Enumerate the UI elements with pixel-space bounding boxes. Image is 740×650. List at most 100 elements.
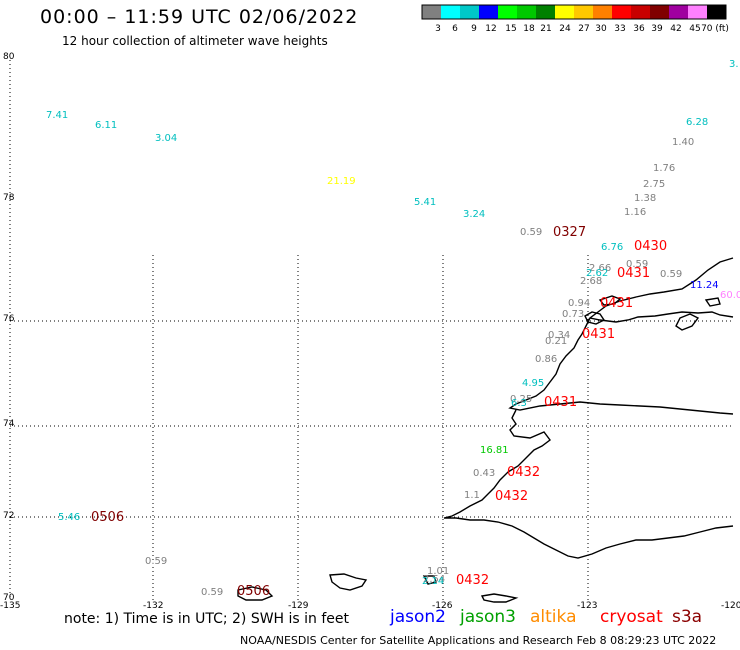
wave-obs-label: 0.21 bbox=[545, 336, 567, 347]
wave-obs-label: 0431 bbox=[600, 296, 633, 311]
wave-obs-label: 1.38 bbox=[634, 193, 656, 204]
wave-obs-label: 2.68 bbox=[580, 276, 602, 287]
wave-obs-label: 5.41 bbox=[414, 197, 436, 208]
wave-obs-label: 2.75 bbox=[643, 179, 665, 190]
island-3 bbox=[704, 297, 721, 307]
colorbar-swatch-8 bbox=[574, 5, 593, 19]
wave-obs-label: 1.16 bbox=[624, 207, 646, 218]
wave-obs-label: 0.73 bbox=[562, 309, 584, 320]
colorbar-label-8: 27 bbox=[578, 24, 589, 34]
colorbar-swatch-9 bbox=[593, 5, 612, 19]
wave-obs-label: 0.86 bbox=[535, 354, 557, 365]
colorbar-swatch-7 bbox=[555, 5, 574, 19]
wave-obs-label: 3. bbox=[729, 59, 739, 70]
wave-obs-label: 1.1 bbox=[464, 490, 480, 501]
color-legend: 3 6 9 12 15 18 21 24 27 30 33 36 39 42 45 70 (ft) bbox=[421, 4, 729, 34]
wave-obs-label: 4.95 bbox=[522, 378, 544, 389]
colorbar-swatch-14 bbox=[688, 5, 707, 19]
page-subtitle: 12 hour collection of altimeter wave hei… bbox=[62, 34, 328, 48]
lon-label-120: -120 bbox=[721, 601, 740, 611]
colorbar-label-0: 3 bbox=[435, 24, 441, 34]
wave-obs-label: 2.66 bbox=[589, 263, 611, 274]
island-0 bbox=[584, 311, 606, 325]
colorbar-label-9: 30 bbox=[595, 24, 607, 34]
satellite-jason3: jason3 bbox=[460, 607, 516, 627]
wave-obs-label: 2.14 bbox=[422, 576, 444, 587]
lon-label-126: -126 bbox=[432, 601, 453, 611]
lon-label-132: -132 bbox=[143, 601, 164, 611]
wave-obs-label: 6.28 bbox=[686, 117, 708, 128]
wave-obs-label: 0.59 bbox=[660, 269, 682, 280]
wave-obs-label: 0.34 bbox=[548, 330, 570, 341]
colorbar-label-14: 45 bbox=[689, 24, 700, 34]
satellite-jason2: jason2 bbox=[390, 607, 446, 627]
colorbar-label-1: 6 bbox=[452, 24, 458, 34]
wave-obs-label: 7.41 bbox=[46, 110, 68, 121]
island-2 bbox=[675, 313, 700, 331]
wave-obs-label: 0.94 bbox=[568, 298, 590, 309]
wave-obs-label: 0431 bbox=[582, 327, 615, 342]
island-1 bbox=[598, 295, 622, 306]
colorbar-label-3: 12 bbox=[485, 24, 496, 34]
colorbar-label-15: 70 (ft) bbox=[701, 24, 729, 34]
wave-obs-label: 1.76 bbox=[653, 163, 675, 174]
lat-label-70: 70 bbox=[3, 593, 15, 603]
colorbar-swatch-6 bbox=[536, 5, 555, 19]
lat-label-76: 76 bbox=[3, 314, 15, 324]
colorbar-swatch-1 bbox=[441, 5, 460, 19]
colorbar-swatch-2 bbox=[460, 5, 479, 19]
colorbar-swatch-0 bbox=[422, 5, 441, 19]
wave-obs-label: 0432 bbox=[507, 465, 540, 480]
wave-obs-label: 0.59 bbox=[626, 259, 648, 270]
satellite-altika: altika bbox=[530, 607, 577, 627]
satellite-s3a: s3a bbox=[672, 607, 703, 627]
colorbar-swatch-4 bbox=[498, 5, 517, 19]
wave-obs-label: 0.25 bbox=[510, 394, 532, 405]
colorbar-label-13: 42 bbox=[670, 24, 681, 34]
wave-obs-label: 0327 bbox=[553, 225, 586, 240]
wave-obs-label: 0.43 bbox=[473, 468, 495, 479]
wave-obs-label: 60.0 bbox=[720, 290, 740, 301]
colorbar-swatch-11 bbox=[631, 5, 650, 19]
wave-obs-label: 0506 bbox=[237, 584, 270, 599]
units-note: note: 1) Time is in UTC; 2) SWH is in fe… bbox=[64, 611, 350, 627]
wave-obs-label: 1.01 bbox=[427, 566, 449, 577]
wave-obs-label: 0.59 bbox=[520, 227, 542, 238]
lon-label-123: -123 bbox=[577, 601, 598, 611]
wave-obs-label: 0506 bbox=[91, 510, 124, 525]
lat-label-78: 78 bbox=[3, 193, 15, 203]
page-title: 00:00 – 11:59 UTC 02/06/2022 bbox=[40, 6, 359, 28]
colorbar-swatch-5 bbox=[517, 5, 536, 19]
colorbar-label-11: 36 bbox=[633, 24, 645, 34]
colorbar-label-4: 15 bbox=[505, 24, 516, 34]
wave-obs-label: 6.3 bbox=[511, 398, 527, 409]
colorbar-label-10: 33 bbox=[614, 24, 625, 34]
lat-label-80: 80 bbox=[3, 52, 15, 62]
lat-label-74: 74 bbox=[3, 419, 15, 429]
lat-label-72: 72 bbox=[3, 511, 15, 521]
colorbar-swatch-12 bbox=[650, 5, 669, 19]
satellite-cryosat: cryosat bbox=[600, 607, 663, 627]
wave-obs-label: 6.11 bbox=[95, 120, 117, 131]
colorbar-swatch-15 bbox=[707, 5, 726, 19]
lon-label-135: -135 bbox=[0, 601, 21, 611]
island-6 bbox=[480, 593, 519, 603]
wave-obs-label: 21.19 bbox=[327, 176, 356, 187]
wave-obs-label: 2.54 bbox=[423, 574, 445, 585]
wave-obs-label: 6.76 bbox=[601, 242, 623, 253]
colorbar-label-2: 9 bbox=[471, 24, 477, 34]
wave-obs-label: 0430 bbox=[634, 239, 667, 254]
wave-obs-label: 0.59 bbox=[145, 556, 167, 567]
wave-obs-label: 0432 bbox=[495, 489, 528, 504]
lon-label-129: -129 bbox=[288, 601, 309, 611]
wave-obs-label: 0431 bbox=[617, 266, 650, 281]
colorbar-swatch-10 bbox=[612, 5, 631, 19]
island-4 bbox=[329, 573, 368, 591]
wave-obs-label: 16.81 bbox=[480, 445, 509, 456]
colorbar-label-5: 18 bbox=[523, 24, 535, 34]
wave-obs-label: 0432 bbox=[456, 573, 489, 588]
island-7 bbox=[422, 575, 437, 585]
credit-line: NOAA/NESDIS Center for Satellite Applica… bbox=[240, 634, 717, 647]
wave-obs-label: 3.24 bbox=[463, 209, 485, 220]
wave-obs-label: 0431 bbox=[544, 395, 577, 410]
